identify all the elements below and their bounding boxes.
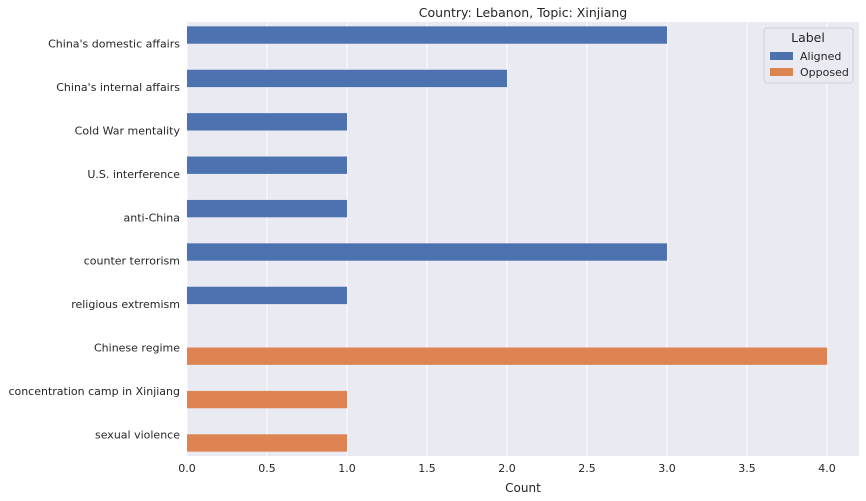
x-tick-label: 4.0 (818, 462, 836, 475)
y-tick-label: religious extremism (71, 298, 180, 311)
y-tick-label: China's domestic affairs (48, 38, 180, 51)
y-tick-label: sexual violence (95, 428, 180, 441)
x-tick-label: 1.5 (418, 462, 436, 475)
x-tick-label: 1.0 (338, 462, 356, 475)
bar-opposed (187, 434, 347, 452)
bar-opposed (187, 347, 827, 365)
y-tick-label: China's internal affairs (56, 81, 180, 94)
y-tick-label: counter terrorism (84, 255, 180, 268)
legend-title: Label (791, 30, 825, 45)
bar-aligned (187, 243, 667, 261)
y-tick-label: U.S. interference (87, 168, 180, 181)
x-tick-label: 0.5 (258, 462, 276, 475)
chart-title: Country: Lebanon, Topic: Xinjiang (419, 5, 627, 20)
x-tick-label: 2.5 (578, 462, 596, 475)
bar-opposed (187, 390, 347, 409)
y-tick-label: anti-China (124, 211, 180, 224)
legend-label-opposed: Opposed (800, 66, 849, 79)
x-tick-label: 2.0 (498, 462, 516, 475)
legend-swatch-opposed (770, 68, 793, 76)
bar-aligned (187, 156, 347, 174)
y-tick-label: Cold War mentality (75, 125, 181, 138)
x-tick-label: 3.5 (738, 462, 756, 475)
bar-aligned (187, 286, 347, 305)
bar-aligned (187, 113, 347, 131)
x-tick-label: 0.0 (178, 462, 196, 475)
legend-swatch-aligned (770, 52, 793, 60)
y-tick-label: concentration camp in Xinjiang (8, 385, 180, 398)
bar-aligned (187, 199, 347, 218)
legend: Label Aligned Opposed (763, 27, 854, 84)
y-tick-label: Chinese regime (94, 342, 180, 355)
x-tick-label: 3.0 (658, 462, 676, 475)
bar-aligned (187, 69, 507, 88)
bars (187, 26, 827, 452)
x-axis-label: Count (505, 481, 541, 495)
bar-aligned (187, 26, 667, 44)
legend-label-aligned: Aligned (800, 50, 841, 63)
y-tick-labels: China's domestic affairs China's internal… (8, 38, 180, 442)
grid-lines (186, 22, 828, 456)
x-tick-labels: 0.0 0.5 1.0 1.5 2.0 2.5 3.0 3.5 4.0 (178, 462, 836, 475)
